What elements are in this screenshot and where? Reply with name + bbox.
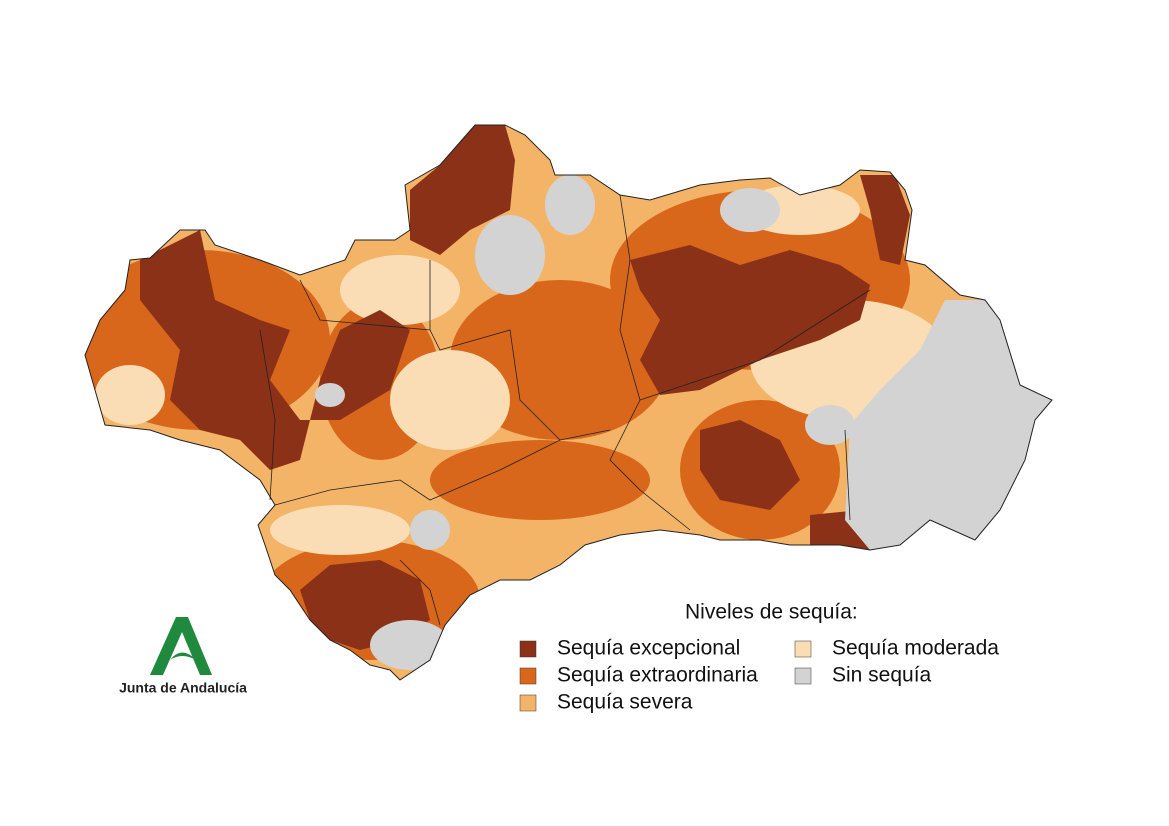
region: [845, 300, 1052, 550]
region: [805, 405, 855, 445]
region: [430, 440, 650, 520]
region: [315, 383, 345, 407]
legend-label: Sin sequía: [832, 664, 932, 687]
region: [270, 505, 410, 555]
region: [410, 125, 515, 255]
legend: Niveles de sequía: Sequía excepcional Seq…: [519, 601, 999, 714]
logo: Junta de Andalucía: [119, 617, 247, 696]
region: [370, 620, 450, 670]
legend-swatch: [519, 640, 537, 658]
region: [630, 245, 870, 395]
region: [475, 215, 545, 295]
region: [340, 255, 460, 325]
legend-label: Sequía severa: [557, 691, 693, 714]
region: [95, 365, 165, 425]
legend-label: Sequía excepcional: [557, 637, 740, 660]
legend-swatch: [794, 667, 812, 685]
region: [390, 350, 510, 450]
region: [720, 188, 780, 232]
legend-swatch: [794, 640, 812, 658]
province-borders: [259, 194, 871, 626]
legend-title: Niveles de sequía:: [685, 601, 858, 624]
drought-map: [85, 125, 1052, 680]
logo-text: Junta de Andalucía: [119, 680, 247, 696]
legend-swatch: [519, 694, 537, 712]
region: [410, 510, 450, 550]
legend-label: Sequía moderada: [832, 637, 999, 660]
region: [545, 175, 595, 235]
region: [700, 420, 800, 510]
region: [140, 230, 410, 470]
region: [860, 175, 910, 265]
legend-label: Sequía extraordinaria: [557, 664, 758, 687]
legend-swatch: [519, 667, 537, 685]
